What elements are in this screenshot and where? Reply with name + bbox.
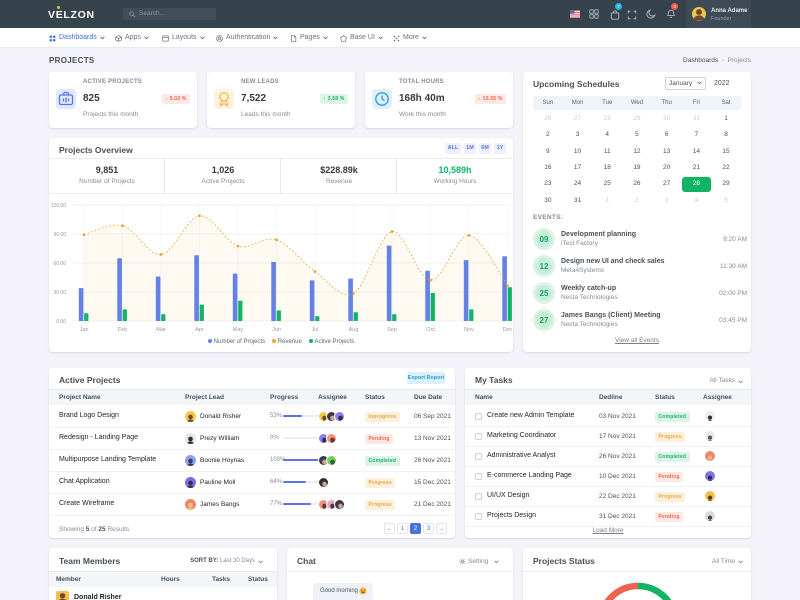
svg-text:Oct: Oct [426,327,435,333]
svg-text:Feb: Feb [118,327,127,333]
svg-text:Sep: Sep [387,327,397,333]
svg-text:Dec: Dec [503,327,513,333]
svg-text:30.00: 30.00 [53,290,66,296]
svg-text:Apr: Apr [195,327,204,333]
svg-text:May: May [233,327,244,333]
svg-text:Aug: Aug [349,327,359,333]
svg-text:90.00: 90.00 [53,232,66,238]
svg-text:Jun: Jun [272,327,281,333]
svg-text:60.00: 60.00 [53,261,66,267]
svg-text:Nov: Nov [464,327,474,333]
svg-text:Jul: Jul [311,327,318,333]
svg-text:120.00: 120.00 [51,203,67,209]
svg-text:Mar: Mar [156,327,166,333]
svg-text:Jan: Jan [80,327,89,333]
svg-text:0.00: 0.00 [56,319,66,325]
